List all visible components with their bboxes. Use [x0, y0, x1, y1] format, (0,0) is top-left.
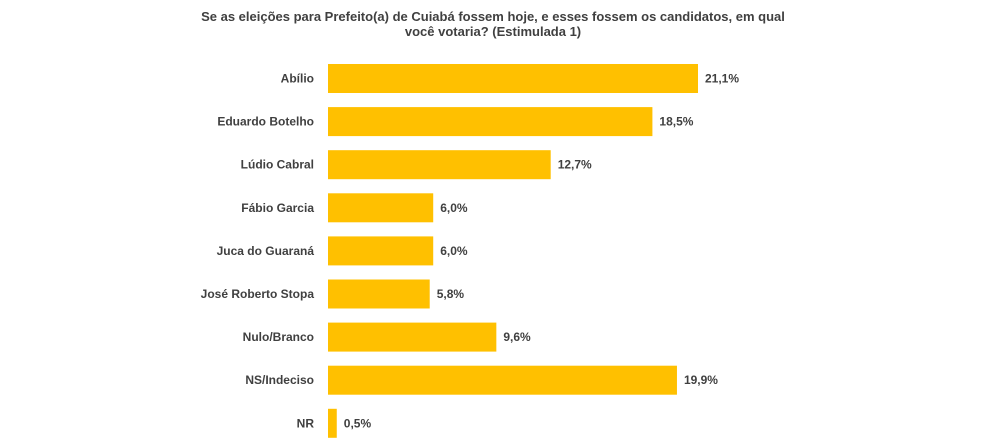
- chart-title-line-2: você votaria? (Estimulada 1): [405, 24, 581, 39]
- bar: [328, 193, 434, 223]
- category-label: Eduardo Botelho: [217, 115, 314, 129]
- category-label: Juca do Guaraná: [217, 244, 315, 258]
- bar: [328, 150, 551, 180]
- category-label: Nulo/Branco: [243, 330, 314, 344]
- category-label: Abílio: [281, 72, 314, 86]
- bar: [328, 408, 337, 438]
- bar: [328, 64, 698, 93]
- category-label: Fábio Garcia: [241, 201, 314, 215]
- data-label: 6,0%: [440, 244, 468, 258]
- data-label: 5,8%: [437, 287, 465, 301]
- bar: [328, 236, 434, 266]
- bar: [328, 365, 677, 395]
- data-label: 18,5%: [659, 115, 693, 129]
- data-label: 9,6%: [503, 330, 531, 344]
- chart-title-line-1: Se as eleições para Prefeito(a) de Cuiab…: [201, 9, 785, 24]
- data-label: 12,7%: [558, 158, 592, 172]
- bars-group: Abílio 21,1% Eduardo Botelho 18,5% Lúdio Cab…: [201, 64, 739, 438]
- bar: [328, 322, 497, 352]
- data-label: 6,0%: [440, 201, 468, 215]
- category-label: José Roberto Stopa: [201, 287, 315, 301]
- category-label: NR: [297, 416, 315, 430]
- category-label: NS/Indeciso: [245, 373, 314, 387]
- data-label: 0,5%: [344, 416, 372, 430]
- data-label: 21,1%: [705, 72, 739, 86]
- bar: [328, 279, 430, 309]
- bar: [328, 107, 653, 137]
- data-label: 19,9%: [684, 373, 718, 387]
- category-label: Lúdio Cabral: [241, 158, 314, 172]
